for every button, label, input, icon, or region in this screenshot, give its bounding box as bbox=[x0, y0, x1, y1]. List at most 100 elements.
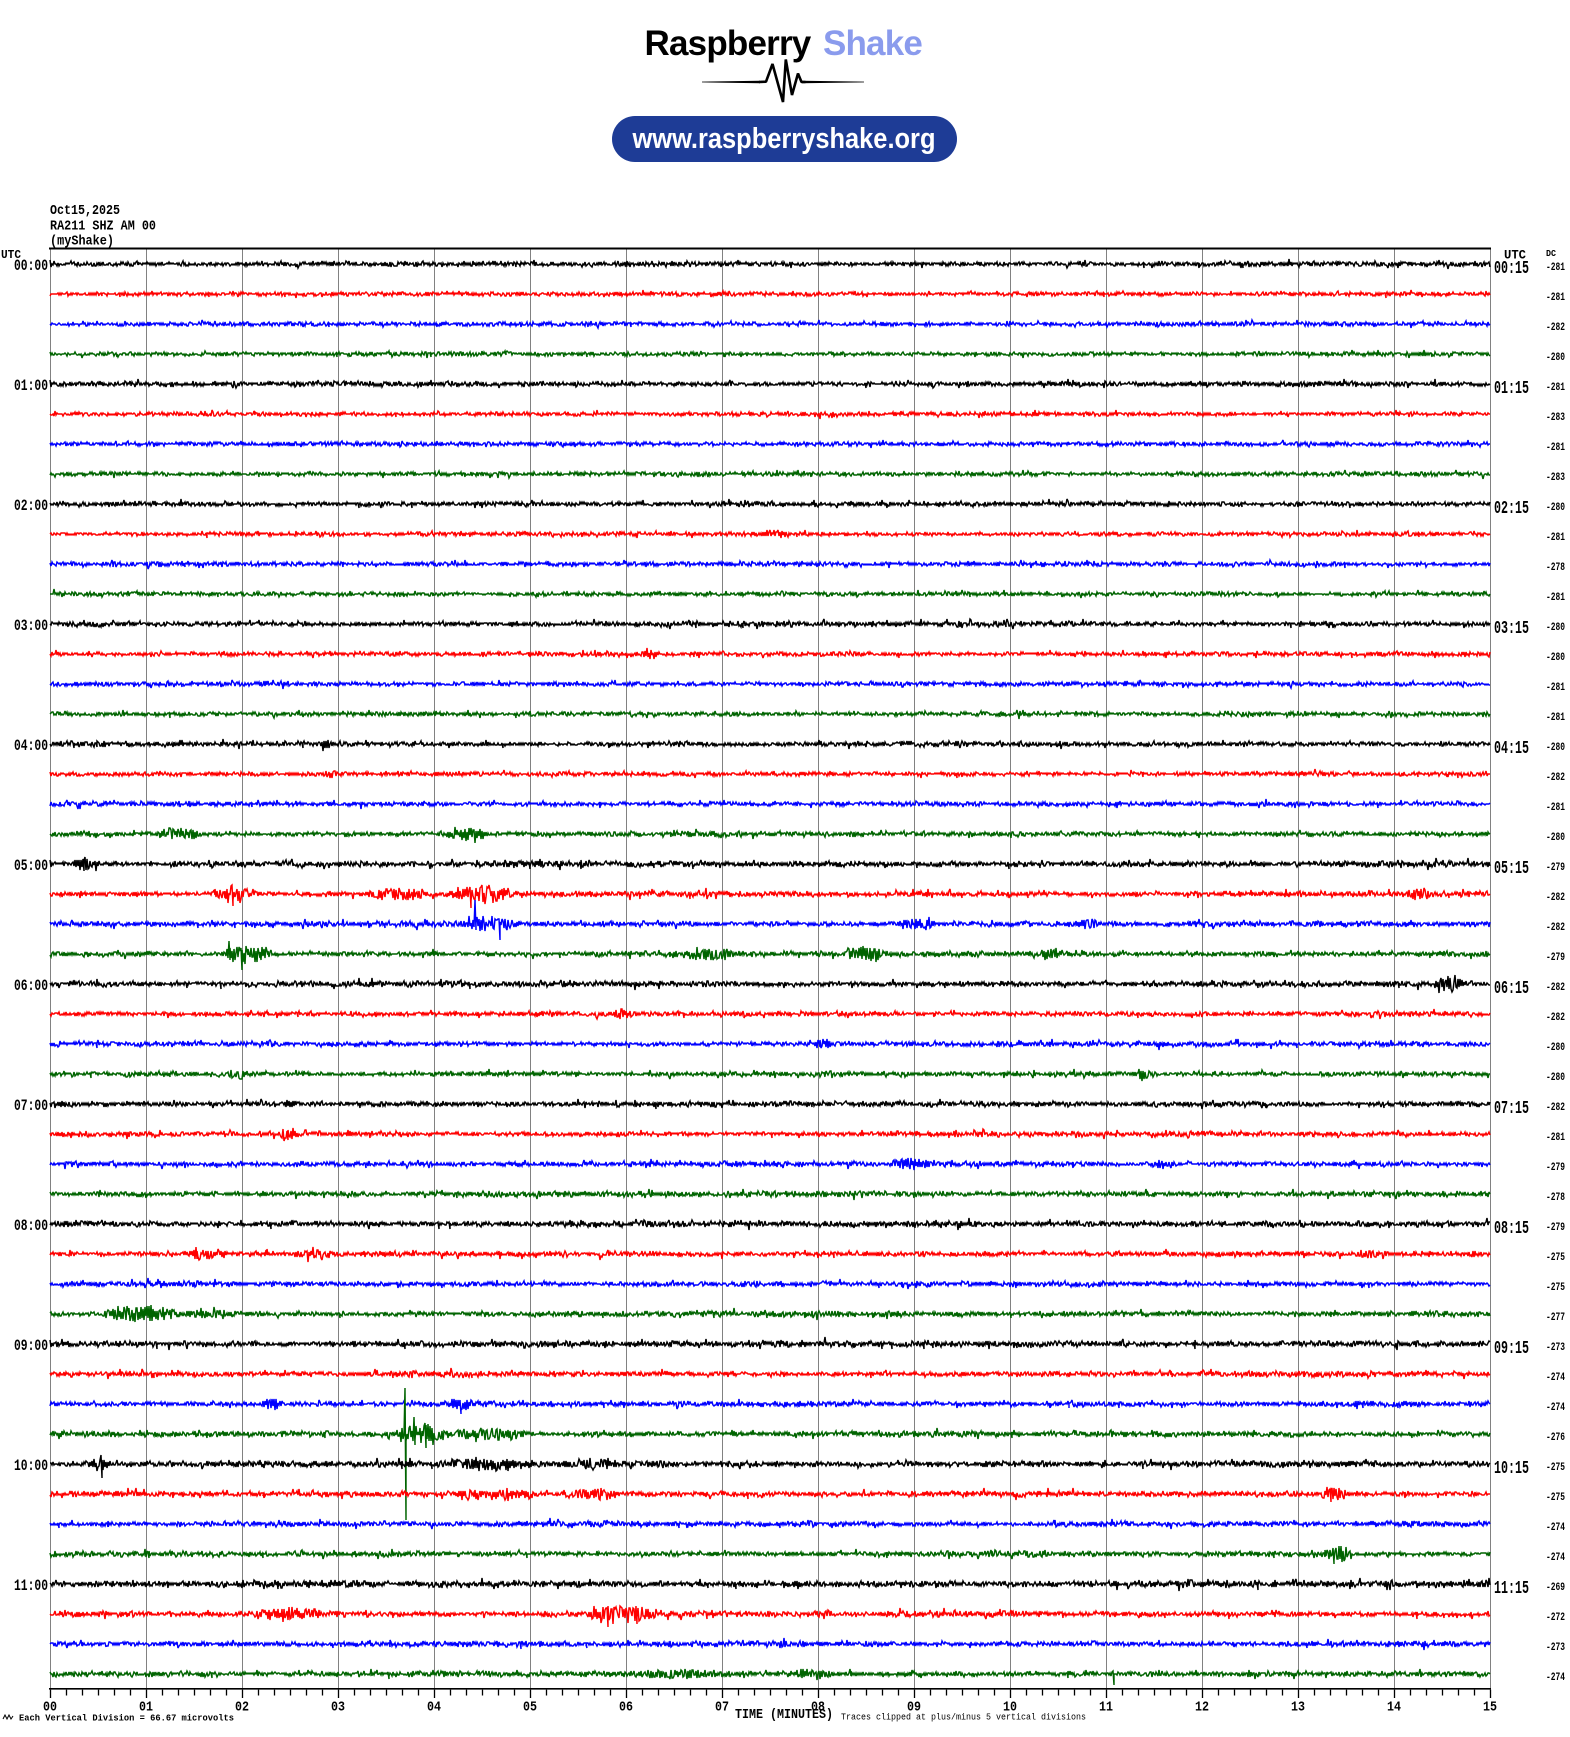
svg-text:02:00: 02:00 bbox=[14, 497, 48, 515]
svg-text:-275: -275 bbox=[1546, 1252, 1565, 1264]
svg-text:-279: -279 bbox=[1546, 1222, 1565, 1234]
svg-text:-281: -281 bbox=[1546, 382, 1565, 394]
svg-text:-278: -278 bbox=[1546, 1192, 1565, 1204]
svg-text:15: 15 bbox=[1483, 1700, 1497, 1716]
svg-text:02: 02 bbox=[235, 1700, 249, 1716]
svg-text:-281: -281 bbox=[1546, 592, 1565, 604]
svg-text:UTC: UTC bbox=[1504, 248, 1526, 263]
svg-text:-276: -276 bbox=[1546, 1432, 1565, 1444]
svg-text:Raspberry: Raspberry bbox=[645, 24, 812, 63]
svg-text:-281: -281 bbox=[1546, 532, 1565, 544]
svg-text:11:00: 11:00 bbox=[14, 1577, 48, 1595]
svg-text:UTC: UTC bbox=[1, 248, 21, 262]
svg-text:09:15: 09:15 bbox=[1494, 1339, 1529, 1359]
svg-text:09:00: 09:00 bbox=[14, 1337, 48, 1355]
svg-text:Oct15,2025: Oct15,2025 bbox=[50, 203, 120, 219]
svg-text:-280: -280 bbox=[1546, 1072, 1565, 1084]
svg-text:01: 01 bbox=[139, 1700, 153, 1716]
svg-text:02:15: 02:15 bbox=[1494, 499, 1529, 519]
svg-text:01:15: 01:15 bbox=[1494, 379, 1529, 399]
svg-text:-280: -280 bbox=[1546, 832, 1565, 844]
svg-text:00:00: 00:00 bbox=[14, 257, 48, 275]
svg-text:-281: -281 bbox=[1546, 712, 1565, 724]
svg-text:-274: -274 bbox=[1546, 1552, 1565, 1564]
svg-text:-280: -280 bbox=[1546, 352, 1565, 364]
svg-text:-279: -279 bbox=[1546, 952, 1565, 964]
svg-text:-274: -274 bbox=[1546, 1372, 1565, 1384]
svg-text:(myShake): (myShake) bbox=[50, 234, 114, 250]
svg-text:03:15: 03:15 bbox=[1494, 619, 1529, 639]
svg-text:04:15: 04:15 bbox=[1494, 739, 1529, 759]
svg-text:-274: -274 bbox=[1546, 1672, 1565, 1684]
svg-text:08: 08 bbox=[811, 1700, 825, 1716]
svg-text:-280: -280 bbox=[1546, 502, 1565, 514]
svg-text:TIME (MINUTES): TIME (MINUTES) bbox=[735, 1707, 833, 1723]
svg-text:06:00: 06:00 bbox=[14, 977, 48, 995]
svg-text:-281: -281 bbox=[1546, 262, 1565, 274]
svg-text:-274: -274 bbox=[1546, 1402, 1565, 1414]
svg-text:00: 00 bbox=[43, 1700, 57, 1716]
svg-text:-282: -282 bbox=[1546, 922, 1565, 934]
svg-text:-280: -280 bbox=[1546, 742, 1565, 754]
svg-text:07:15: 07:15 bbox=[1494, 1099, 1529, 1119]
svg-text:www.raspberryshake.org: www.raspberryshake.org bbox=[632, 123, 936, 155]
svg-text:05:15: 05:15 bbox=[1494, 859, 1529, 879]
svg-text:04:00: 04:00 bbox=[14, 737, 48, 755]
svg-text:-280: -280 bbox=[1546, 1042, 1565, 1054]
svg-text:RA211 SHZ AM 00: RA211 SHZ AM 00 bbox=[50, 218, 156, 234]
svg-text:-269: -269 bbox=[1546, 1582, 1565, 1594]
svg-text:-282: -282 bbox=[1546, 322, 1565, 334]
svg-text:-283: -283 bbox=[1546, 472, 1565, 484]
svg-text:08:15: 08:15 bbox=[1494, 1219, 1529, 1239]
svg-text:10:00: 10:00 bbox=[14, 1457, 48, 1475]
svg-text:-280: -280 bbox=[1546, 652, 1565, 664]
svg-text:05:00: 05:00 bbox=[14, 857, 48, 875]
svg-text:-275: -275 bbox=[1546, 1492, 1565, 1504]
svg-text:03: 03 bbox=[331, 1700, 345, 1716]
svg-text:11:15: 11:15 bbox=[1494, 1579, 1529, 1599]
svg-text:-282: -282 bbox=[1546, 1102, 1565, 1114]
svg-text:DC: DC bbox=[1546, 249, 1557, 259]
svg-text:04: 04 bbox=[427, 1700, 441, 1716]
svg-text:-273: -273 bbox=[1546, 1342, 1565, 1354]
svg-text:12: 12 bbox=[1195, 1700, 1209, 1716]
svg-text:09: 09 bbox=[907, 1700, 921, 1716]
svg-text:-282: -282 bbox=[1546, 892, 1565, 904]
svg-text:13: 13 bbox=[1291, 1700, 1305, 1716]
svg-text:-274: -274 bbox=[1546, 1522, 1565, 1534]
svg-text:00:15: 00:15 bbox=[1494, 259, 1529, 279]
svg-text:-283: -283 bbox=[1546, 412, 1565, 424]
svg-text:06:15: 06:15 bbox=[1494, 979, 1529, 999]
svg-text:-281: -281 bbox=[1546, 682, 1565, 694]
svg-text:-275: -275 bbox=[1546, 1282, 1565, 1294]
svg-text:01:00: 01:00 bbox=[14, 377, 48, 395]
svg-text:Each Vertical Division = 66.: Each Vertical Division = 66.67 microvolt… bbox=[19, 1714, 234, 1724]
svg-text:14: 14 bbox=[1387, 1700, 1401, 1716]
svg-text:03:00: 03:00 bbox=[14, 617, 48, 635]
svg-text:07: 07 bbox=[715, 1700, 729, 1716]
svg-text:10: 10 bbox=[1003, 1700, 1017, 1716]
svg-text:-281: -281 bbox=[1546, 292, 1565, 304]
svg-text:-281: -281 bbox=[1546, 442, 1565, 454]
svg-text:-280: -280 bbox=[1546, 622, 1565, 634]
svg-text:11: 11 bbox=[1099, 1700, 1113, 1716]
svg-text:-275: -275 bbox=[1546, 1462, 1565, 1474]
svg-text:06: 06 bbox=[619, 1700, 633, 1716]
svg-text:-279: -279 bbox=[1546, 862, 1565, 874]
svg-text:-277: -277 bbox=[1546, 1312, 1565, 1324]
svg-text:-282: -282 bbox=[1546, 1012, 1565, 1024]
svg-text:-273: -273 bbox=[1546, 1642, 1565, 1654]
svg-text:Shake: Shake bbox=[823, 24, 922, 63]
svg-text:Traces clipped at plus/minus 5: Traces clipped at plus/minus 5 vertical … bbox=[841, 1713, 1086, 1723]
svg-text:-272: -272 bbox=[1546, 1612, 1565, 1624]
svg-text:-278: -278 bbox=[1546, 562, 1565, 574]
svg-text:05: 05 bbox=[523, 1700, 537, 1716]
svg-text:-282: -282 bbox=[1546, 982, 1565, 994]
svg-text:10:15: 10:15 bbox=[1494, 1459, 1529, 1479]
svg-text:-282: -282 bbox=[1546, 772, 1565, 784]
svg-text:-281: -281 bbox=[1546, 802, 1565, 814]
svg-text:08:00: 08:00 bbox=[14, 1217, 48, 1235]
svg-text:-281: -281 bbox=[1546, 1132, 1565, 1144]
svg-text:07:00: 07:00 bbox=[14, 1097, 48, 1115]
svg-text:-279: -279 bbox=[1546, 1162, 1565, 1174]
